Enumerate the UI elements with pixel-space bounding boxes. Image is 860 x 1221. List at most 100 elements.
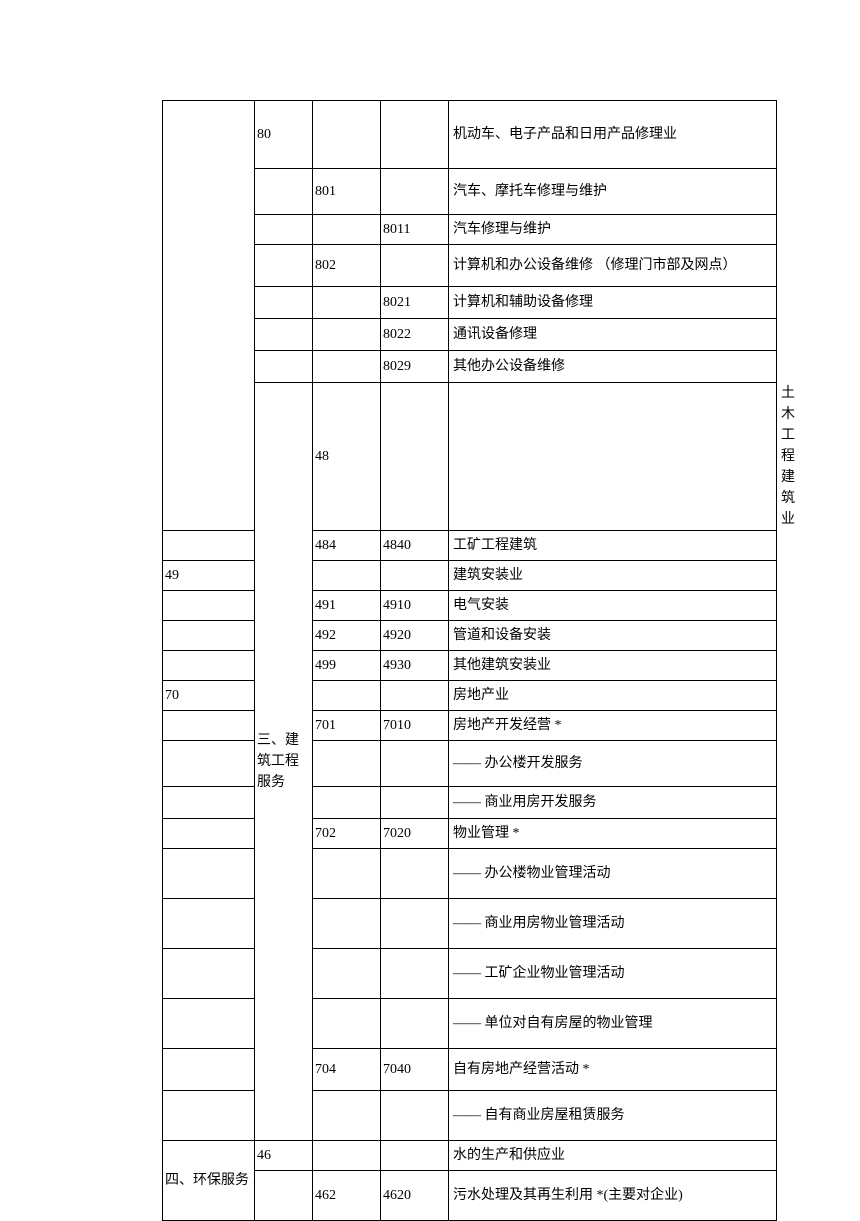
code-level4-cell: 8021 [381,287,449,319]
code-level4-cell: 7020 [381,819,449,849]
code-level2-cell: 49 [163,561,255,591]
code-level2-cell [255,1171,313,1221]
description-cell: —— 单位对自有房屋的物业管理 [449,999,777,1049]
code-level2-cell: 80 [255,101,313,169]
code-level4-cell [381,101,449,169]
code-level3-cell [313,1091,381,1141]
description-cell: —— 办公楼开发服务 [449,741,777,787]
table-row: 三、建筑工程服务48土木工程建筑业 [163,383,777,531]
code-level2-cell [163,1049,255,1091]
description-cell: 计算机和辅助设备修理 [449,287,777,319]
code-level2-cell [255,351,313,383]
code-level4-cell: 8022 [381,319,449,351]
code-level4-cell [381,245,449,287]
document-page: 80 机动车、电子产品和日用产品修理业 801 汽车、摩托车修理与维护8011汽车修理… [162,100,776,1221]
code-level4-cell [381,1141,449,1171]
code-level4-cell [381,741,449,787]
category-cell [163,101,255,531]
code-level2-cell: 46 [255,1141,313,1171]
code-level2-cell [163,999,255,1049]
description-cell: —— 工矿企业物业管理活动 [449,949,777,999]
code-level3-cell [313,101,381,169]
code-level2-cell [163,741,255,787]
code-level2-cell [163,787,255,819]
code-level4-cell: 4840 [381,531,449,561]
description-cell: —— 商业用房开发服务 [449,787,777,819]
code-level3-cell: 702 [313,819,381,849]
table-row: 801 汽车、摩托车修理与维护 [163,169,777,215]
table-row: 8029其他办公设备维修 [163,351,777,383]
code-level2-cell [163,591,255,621]
description-cell: 物业管理 * [449,819,777,849]
table-row: 4624620污水处理及其再生利用 *(主要对企业) [163,1171,777,1221]
description-cell: 水的生产和供应业 [449,1141,777,1171]
code-level3-cell [313,999,381,1049]
code-level4-cell: 8029 [381,351,449,383]
code-level3-cell [313,681,381,711]
description-cell: 房地产开发经营 * [449,711,777,741]
description-cell: 其他办公设备维修 [449,351,777,383]
description-cell: 汽车修理与维护 [449,215,777,245]
code-level4-cell: 4910 [381,591,449,621]
code-level4-cell: 8011 [381,215,449,245]
code-level2-cell [255,319,313,351]
description-cell: 机动车、电子产品和日用产品修理业 [449,101,777,169]
code-level2-cell [255,287,313,319]
description-cell: 计算机和办公设备维修 （修理门市部及网点） [449,245,777,287]
code-level3-cell: 499 [313,651,381,681]
code-level2-cell [163,651,255,681]
table-row: 四、环保服务46水的生产和供应业 [163,1141,777,1171]
code-level2-cell [163,621,255,651]
code-level3-cell: 491 [313,591,381,621]
description-cell: 工矿工程建筑 [449,531,777,561]
code-level3-cell: 462 [313,1171,381,1221]
description-cell: 电气安装 [449,591,777,621]
code-level3-cell [313,351,381,383]
code-level4-cell [381,949,449,999]
code-level2-cell [163,531,255,561]
code-level3-cell [313,319,381,351]
code-level4-cell [381,169,449,215]
table-row: 802计算机和办公设备维修 （修理门市部及网点） [163,245,777,287]
code-level4-cell [381,561,449,591]
code-level2-cell: 48 [313,383,381,531]
code-level4-cell: 4930 [381,651,449,681]
description-cell: —— 办公楼物业管理活动 [449,849,777,899]
code-level2-cell [163,711,255,741]
code-level4-cell: 4620 [381,1171,449,1221]
code-level3-cell [313,561,381,591]
description-cell: 通讯设备修理 [449,319,777,351]
description-cell: —— 自有商业房屋租赁服务 [449,1091,777,1141]
code-level3-cell: 801 [313,169,381,215]
code-level3-cell: 701 [313,711,381,741]
description-cell: 管道和设备安装 [449,621,777,651]
code-level2-cell: 70 [163,681,255,711]
code-level4-cell: 4920 [381,621,449,651]
category-cell: 三、建筑工程服务 [255,383,313,1141]
description-cell: 其他建筑安装业 [449,651,777,681]
code-level3-cell [313,899,381,949]
table-row: 80 机动车、电子产品和日用产品修理业 [163,101,777,169]
code-level3-cell [313,787,381,819]
code-level4-cell [381,787,449,819]
code-level3-cell [381,383,449,531]
code-level3-cell: 704 [313,1049,381,1091]
code-level4-cell [381,849,449,899]
code-level3-cell: 484 [313,531,381,561]
code-level2-cell [163,819,255,849]
code-level2-cell [255,245,313,287]
code-level2-cell [163,849,255,899]
code-level3-cell [313,949,381,999]
description-cell: 汽车、摩托车修理与维护 [449,169,777,215]
description-cell: 自有房地产经营活动 * [449,1049,777,1091]
code-level2-cell [255,169,313,215]
code-level4-cell [449,383,777,531]
description-cell: 污水处理及其再生利用 *(主要对企业) [449,1171,777,1221]
code-level3-cell: 492 [313,621,381,651]
table-row: 8022通讯设备修理 [163,319,777,351]
classification-table: 80 机动车、电子产品和日用产品修理业 801 汽车、摩托车修理与维护8011汽车修理… [162,100,777,1221]
code-level3-cell [313,215,381,245]
code-level3-cell [313,1141,381,1171]
code-level4-cell [381,681,449,711]
code-level3-cell [313,741,381,787]
